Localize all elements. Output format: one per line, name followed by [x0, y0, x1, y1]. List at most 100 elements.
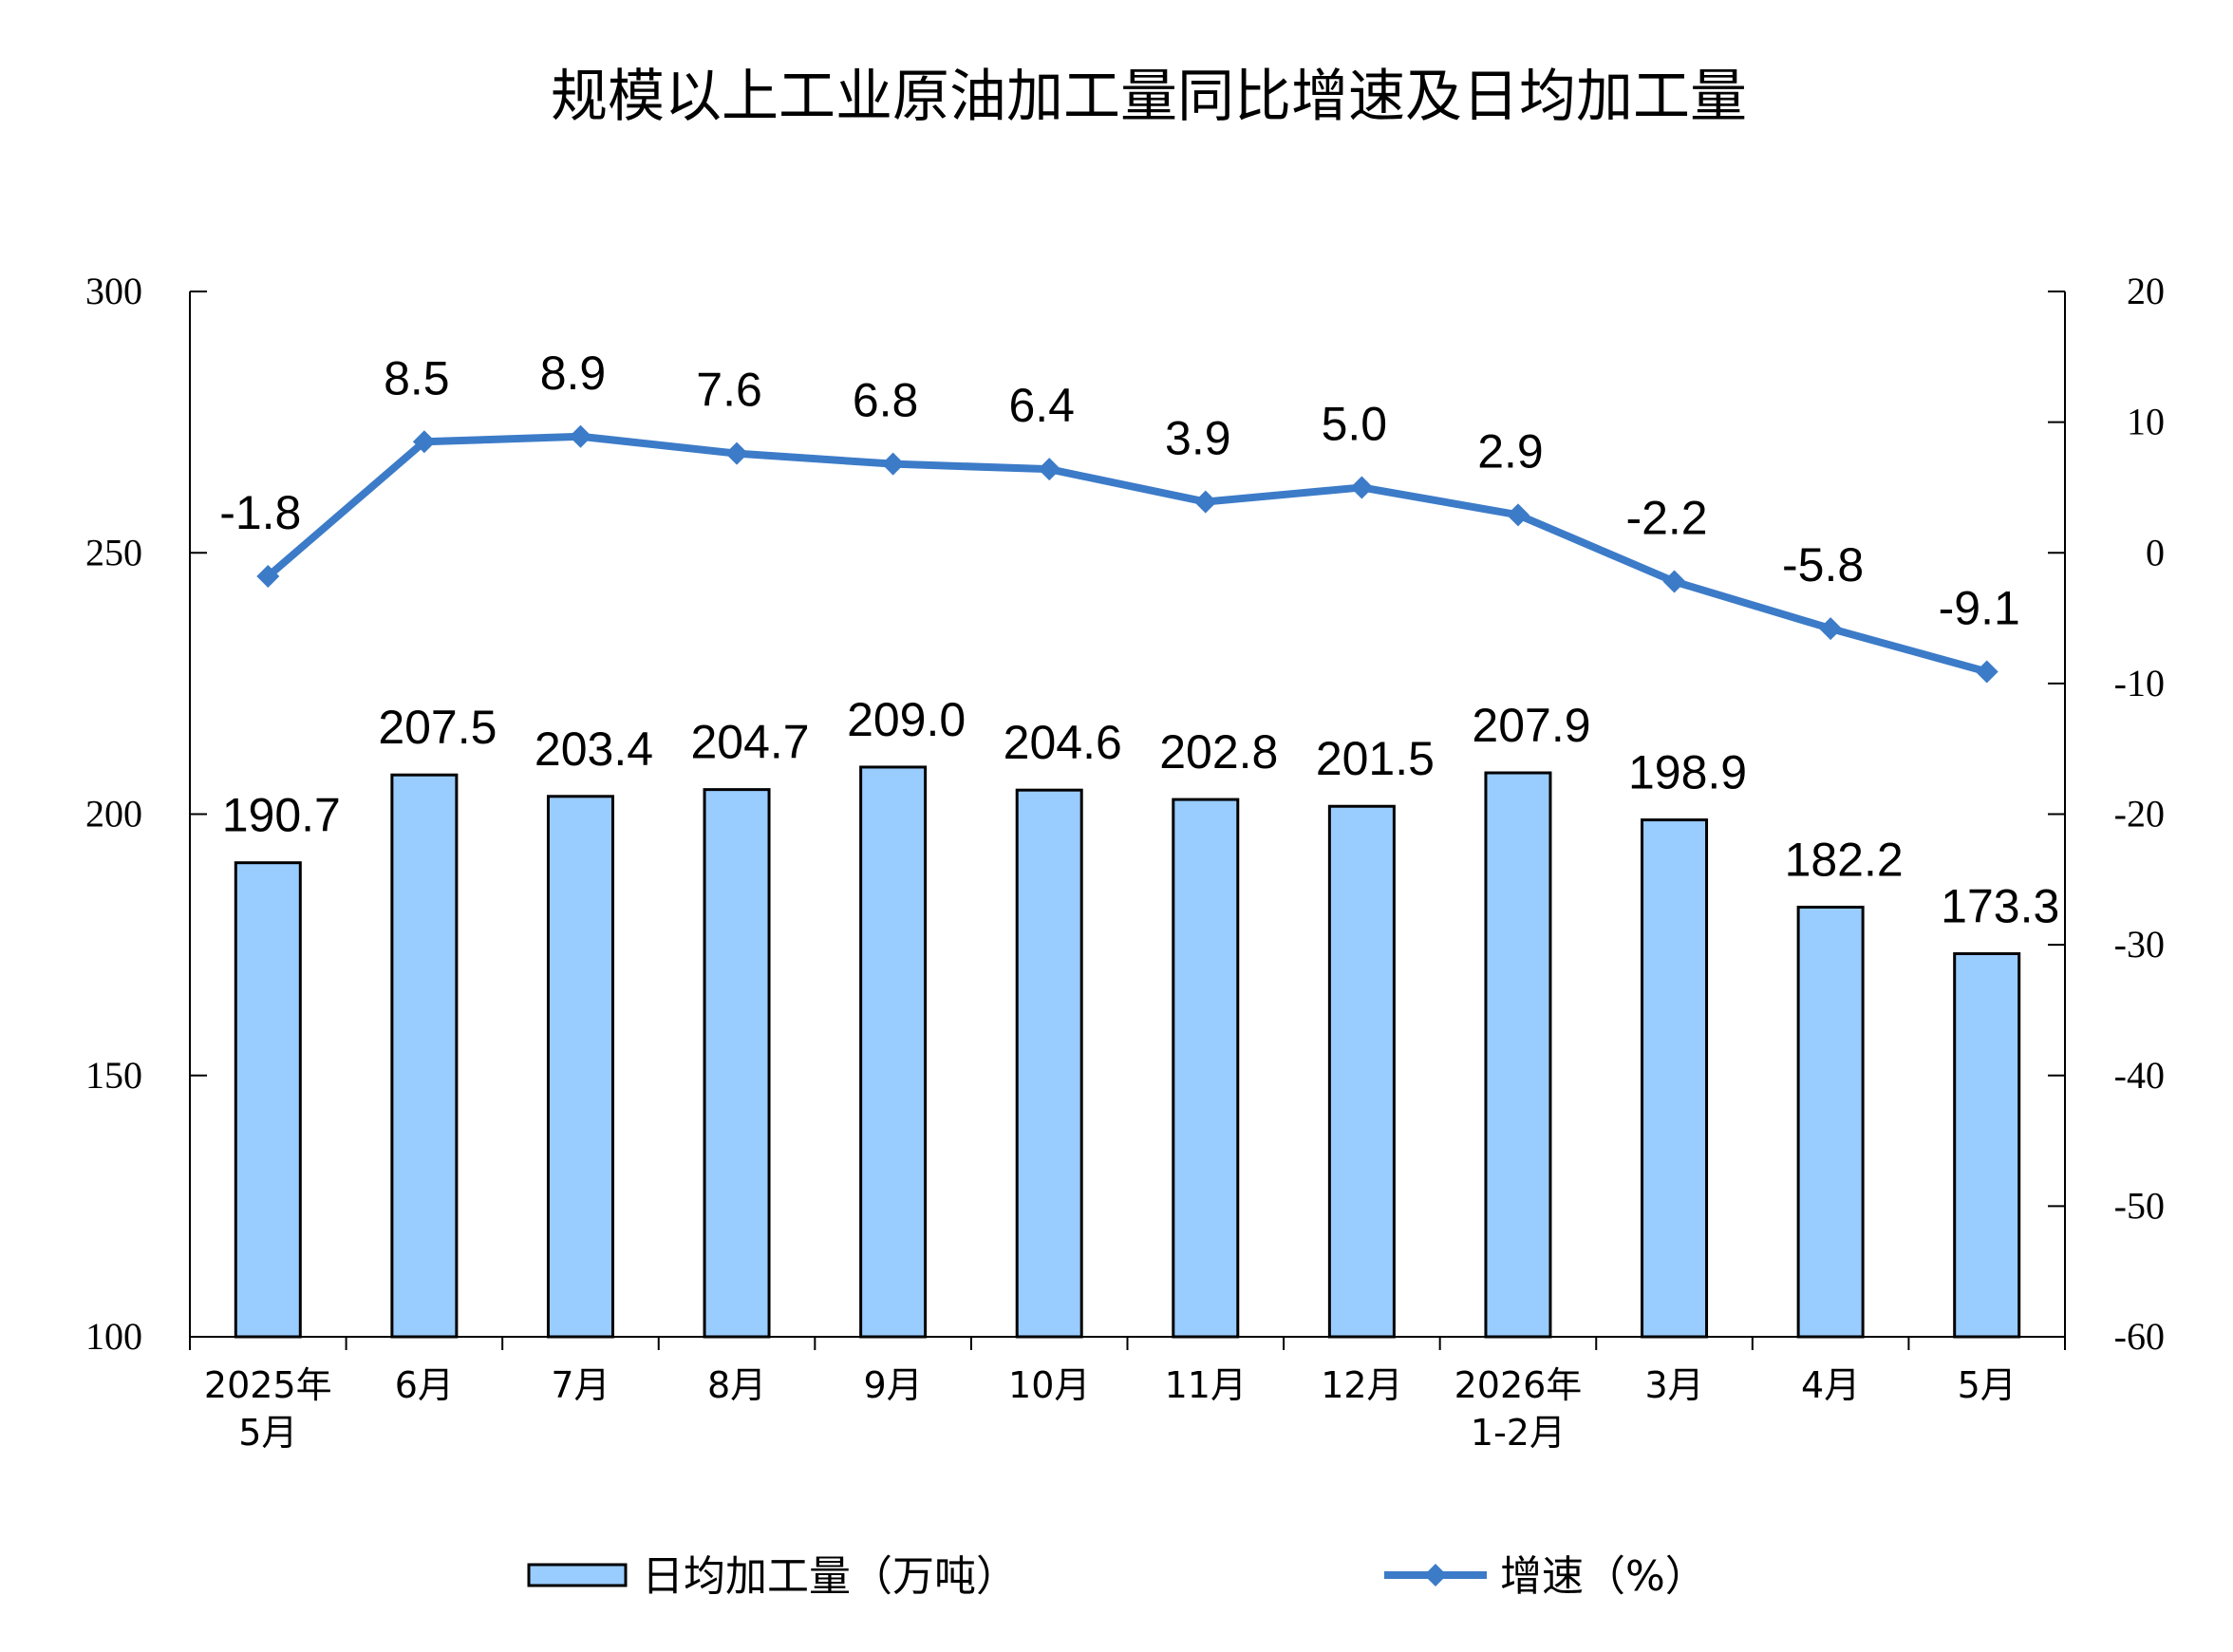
x-tick-label-line: 10月: [1008, 1364, 1090, 1406]
line-point-marker: [412, 430, 436, 454]
line-point-marker: [1819, 617, 1843, 641]
line-point-marker: [256, 565, 280, 589]
legend-bar-swatch: [527, 1563, 628, 1587]
x-tick-label: 2025年 5月: [204, 1364, 332, 1454]
x-tick-label: 12月: [1321, 1364, 1402, 1406]
x-tick-label-line: 1-2月: [1471, 1412, 1566, 1454]
line-point-marker: [1975, 660, 1998, 684]
bar: [1484, 771, 1552, 1339]
bar-value-label: 190.7: [222, 789, 341, 842]
x-tick-label: 11月: [1165, 1364, 1247, 1406]
x-tick-label: 2026年 1-2月: [1454, 1364, 1583, 1454]
line-value-label: 8.5: [384, 351, 450, 404]
bar: [1327, 804, 1396, 1339]
left-tick-label: 200: [85, 793, 142, 835]
x-tick-label-line: 4月: [1801, 1364, 1860, 1406]
line-point-marker: [1506, 503, 1529, 527]
left-tick-label: 250: [85, 531, 142, 573]
bar: [234, 861, 302, 1339]
legend-line-marker: [1424, 1564, 1447, 1586]
line-point-marker: [1193, 490, 1217, 514]
bar-value-label: 207.5: [378, 701, 497, 754]
legend-bar-label: 日均加工量（万吨）: [642, 1552, 1018, 1601]
line-value-label: 5.0: [1322, 397, 1388, 450]
right-tick-label: -40: [2114, 1054, 2165, 1097]
x-tick-label-line: 2025年: [204, 1364, 332, 1406]
x-tick-label-line: 7月: [551, 1364, 610, 1406]
bar-value-label: 182.2: [1785, 833, 1904, 886]
bar: [1015, 788, 1083, 1339]
bar: [1953, 951, 2021, 1339]
bar-value-label: 207.9: [1472, 699, 1590, 752]
line-value-label: -1.8: [219, 486, 301, 539]
x-tick-label-line: 3月: [1644, 1364, 1703, 1406]
right-tick-label: 20: [2127, 270, 2165, 312]
bar: [703, 788, 771, 1339]
bar: [390, 773, 459, 1339]
x-tick-label: 4月: [1801, 1364, 1860, 1406]
x-tick-label: 7月: [551, 1364, 610, 1406]
bar-value-label: 203.4: [535, 723, 653, 776]
bar: [1172, 798, 1240, 1339]
x-tick-label-line: 2026年: [1454, 1364, 1583, 1406]
right-tick-label: -50: [2114, 1184, 2165, 1227]
right-tick-label: -60: [2114, 1315, 2165, 1358]
line-point-marker: [1662, 570, 1686, 593]
legend-line-label: 增速（%）: [1500, 1552, 1707, 1601]
right-tick-label: -20: [2114, 793, 2165, 835]
line-point-marker: [569, 424, 592, 448]
line-value-label: -9.1: [1939, 581, 2020, 634]
line-value-label: -2.2: [1625, 492, 1707, 545]
line-value-label: 8.9: [540, 347, 607, 400]
line-value-label: 3.9: [1165, 412, 1231, 465]
right-tick-label: 10: [2127, 401, 2165, 443]
bar-value-label: 204.7: [690, 716, 809, 769]
line-value-label: 6.8: [853, 374, 919, 427]
legend: 日均加工量（万吨） 增速（%）: [527, 1552, 1707, 1601]
x-tick-label-line: 12月: [1321, 1364, 1402, 1406]
bar-value-label: 173.3: [1941, 879, 2059, 932]
bar-value-label: 202.8: [1159, 725, 1278, 779]
x-tick-label-line: 8月: [707, 1364, 766, 1406]
left-tick-label: 150: [85, 1054, 142, 1097]
line-point-marker: [725, 441, 749, 465]
line-value-label: 2.9: [1477, 424, 1544, 478]
line-value-label: 7.6: [696, 364, 762, 417]
right-tick-label: -10: [2114, 662, 2165, 704]
right-tick-label: 0: [2146, 531, 2165, 573]
line-point-marker: [881, 452, 905, 476]
axes: 100 150 200 250 300 -60 -50 -40 -30 -20 -10 0 10 20 20…: [85, 270, 2165, 1454]
line-series: [256, 424, 1998, 684]
line-value-label: -5.8: [1782, 538, 1864, 591]
x-tick-label-line: 6月: [395, 1364, 454, 1406]
x-tick-label: 8月: [707, 1364, 766, 1406]
x-tick-label: 3月: [1644, 1364, 1703, 1406]
x-tick-label-line: 9月: [864, 1364, 923, 1406]
bar: [546, 795, 614, 1339]
x-tick-label: 10月: [1008, 1364, 1090, 1406]
line-point-marker: [1038, 458, 1061, 481]
x-tick-label-line: 5月: [238, 1412, 297, 1454]
bar-value-label: 198.9: [1628, 746, 1747, 799]
line-point-marker: [1350, 476, 1374, 499]
x-tick-label: 9月: [864, 1364, 923, 1406]
left-tick-label: 300: [85, 270, 142, 312]
chart-title: 规模以上工业原油加工量同比增速及日均加工量: [551, 64, 1747, 130]
bar-series: [234, 765, 2021, 1339]
right-tick-label: -30: [2114, 923, 2165, 966]
bar-value-label: 209.0: [847, 693, 966, 746]
x-tick-label: 5月: [1958, 1364, 2017, 1406]
line-value-label: 6.4: [1008, 379, 1075, 432]
bar-value-label: 204.6: [1004, 716, 1122, 769]
x-tick-label-line: 11月: [1165, 1364, 1247, 1406]
left-tick-label: 100: [85, 1315, 142, 1358]
x-tick-label: 6月: [395, 1364, 454, 1406]
growth-line: [265, 432, 1988, 676]
bar: [1641, 818, 1709, 1339]
bar: [859, 765, 928, 1339]
bar: [1796, 905, 1865, 1339]
x-tick-label-line: 5月: [1958, 1364, 2017, 1406]
bar-value-label: 201.5: [1316, 732, 1435, 785]
data-labels: 190.7 207.5 203.4 204.7 209.0 204.6 202.8 201.5…: [219, 347, 2059, 933]
